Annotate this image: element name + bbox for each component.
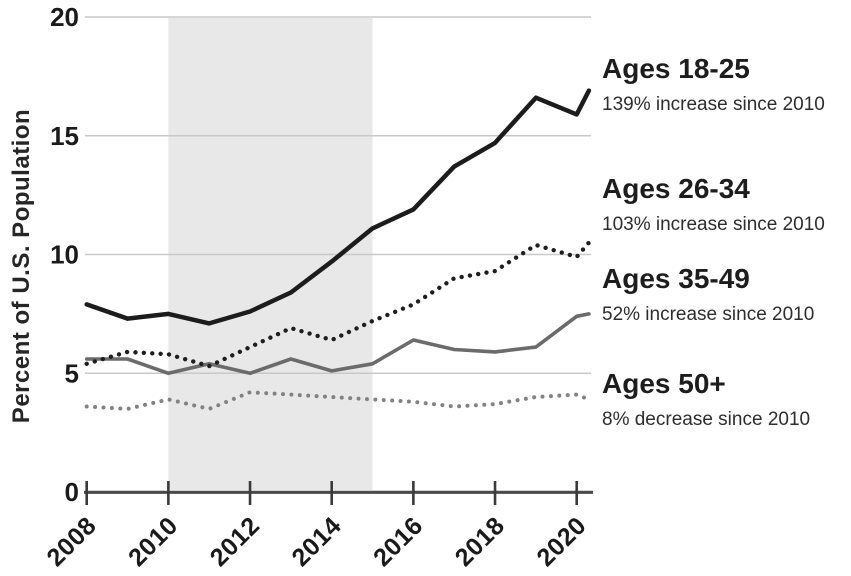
legend-series-name: Ages 26-34 bbox=[602, 173, 750, 204]
series-line-ages-18-25 bbox=[84, 88, 592, 326]
x-tick-label-2016: 2016 bbox=[368, 511, 429, 572]
x-tick-label-2012: 2012 bbox=[205, 511, 266, 572]
y-tick-label-20: 20 bbox=[50, 2, 79, 32]
x-tick-label-2018: 2018 bbox=[450, 511, 511, 572]
legend-series-change-note: 103% increase since 2010 bbox=[602, 213, 825, 235]
y-tick-label-15: 15 bbox=[50, 121, 79, 151]
series-line-ages-26-34 bbox=[84, 240, 592, 369]
legend-series-change-note: 139% increase since 2010 bbox=[602, 93, 825, 115]
series-line-ages-50- bbox=[84, 390, 591, 411]
legend-entry-ages-35-49: Ages 35-49 52% increase since 2010 bbox=[602, 263, 850, 326]
legend-series-change-note: 52% increase since 2010 bbox=[602, 303, 815, 325]
legend-entry-ages-18-25: Ages 18-25 139% increase since 2010 bbox=[602, 53, 850, 116]
legend-series-name: Ages 35-49 bbox=[602, 263, 750, 294]
y-axis-title: Percent of U.S. Population bbox=[8, 108, 35, 424]
y-tick-label-0: 0 bbox=[65, 477, 79, 507]
series-line-ages-35-49 bbox=[84, 312, 591, 376]
y-tick-label-10: 10 bbox=[50, 240, 79, 270]
legend-entry-ages-50-plus: Ages 50+ 8% decrease since 2010 bbox=[602, 368, 850, 431]
legend-series-change-note: 8% decrease since 2010 bbox=[602, 408, 811, 430]
x-tick-label-2008: 2008 bbox=[41, 511, 102, 572]
x-tick-label-2020: 2020 bbox=[531, 511, 592, 572]
legend-series-name: Ages 50+ bbox=[602, 368, 726, 399]
x-tick-label-2010: 2010 bbox=[123, 511, 184, 572]
y-tick-label-5: 5 bbox=[65, 358, 79, 388]
legend-entry-ages-26-34: Ages 26-34 103% increase since 2010 bbox=[602, 173, 850, 236]
legend-series-name: Ages 18-25 bbox=[602, 53, 750, 84]
x-tick-label-2014: 2014 bbox=[286, 511, 347, 572]
